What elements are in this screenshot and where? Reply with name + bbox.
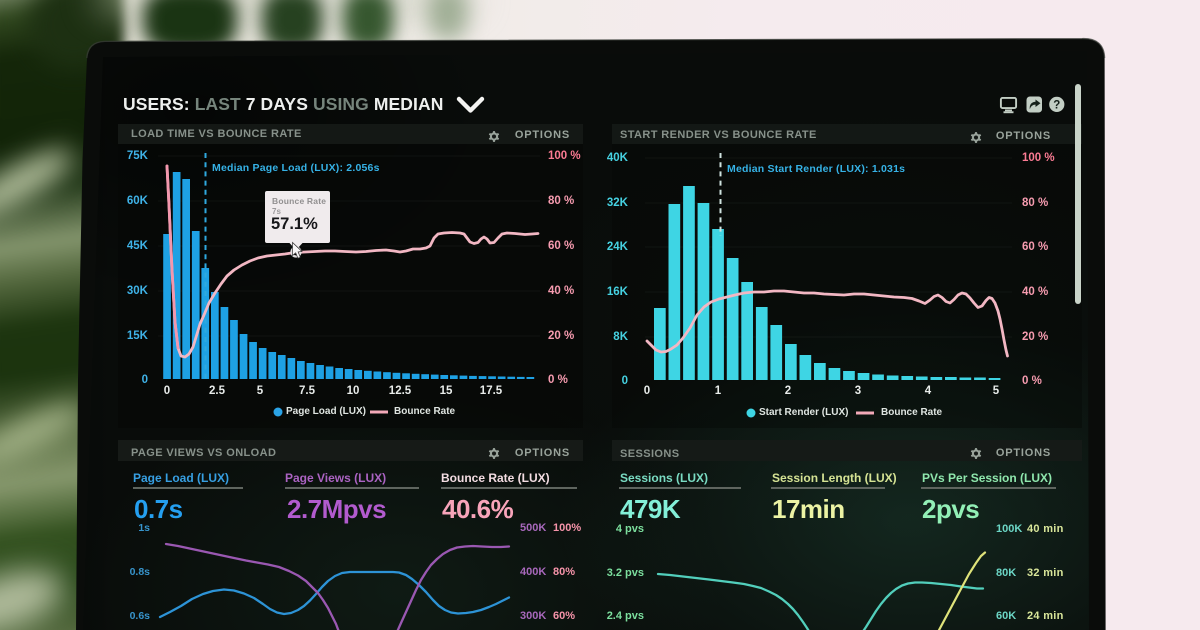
svg-text:?: ? [1053, 100, 1060, 112]
